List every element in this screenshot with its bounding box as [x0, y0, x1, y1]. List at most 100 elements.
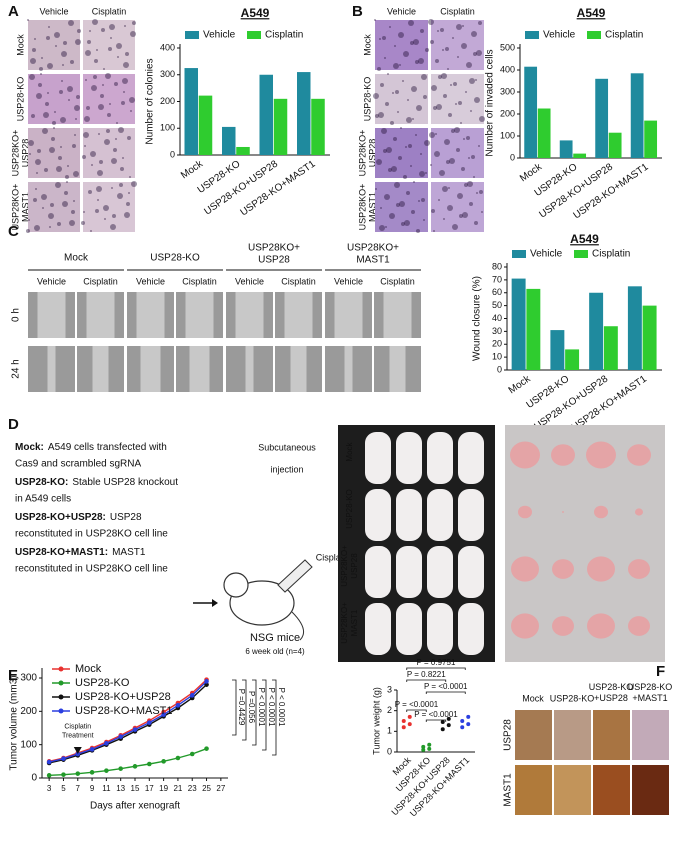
legend-term: Mock: [15, 442, 44, 453]
cell-speck [55, 182, 61, 188]
legend-swatch [512, 250, 526, 258]
cell-speck [447, 68, 449, 70]
cell-speck [399, 201, 405, 207]
point [204, 679, 209, 684]
cell-speck [397, 111, 399, 113]
wound-gap [290, 346, 307, 392]
cell-speck [394, 182, 400, 188]
cell-speck [58, 156, 62, 160]
cell-speck [91, 85, 97, 91]
cell-speck [118, 127, 124, 133]
cell-speck [47, 63, 53, 69]
cell-speck [83, 211, 85, 213]
legend-swatch [525, 31, 539, 39]
point [189, 751, 195, 757]
cell-speck [129, 176, 131, 178]
cell-speck [44, 168, 48, 172]
y-tick-label: 50 [492, 300, 502, 310]
group-label: USP28 [258, 255, 290, 266]
cell-speck [376, 159, 382, 165]
cell-speck [430, 164, 432, 166]
cell-speck [96, 49, 98, 51]
ihc-image [515, 710, 552, 760]
schematic-label: Cisplatin [316, 552, 351, 562]
cell-speck [98, 104, 104, 110]
bar [511, 278, 526, 370]
p-value: P = 0.8221 [407, 670, 446, 679]
row-label: Mock [345, 441, 354, 461]
cell-speck [470, 110, 472, 112]
cell-speck [388, 168, 392, 172]
cell-speck [91, 164, 93, 166]
cell-speck [458, 101, 462, 105]
cell-speck [104, 139, 110, 145]
tumor [551, 444, 575, 466]
wound-gap [37, 292, 66, 338]
cell-speck [100, 94, 104, 98]
bar [524, 66, 538, 158]
dot [407, 722, 412, 727]
row-label: USP28KO+ [10, 184, 20, 231]
y-tick-label: 200 [20, 706, 37, 717]
legend-label: USP28-KO+MAST1 [75, 705, 173, 717]
cell-speck [406, 117, 412, 123]
x-tick-label: 9 [90, 784, 95, 793]
cell-speck [105, 73, 111, 79]
legend-marker [58, 680, 64, 686]
panel-letter: B [352, 3, 363, 20]
cell-speck [448, 113, 452, 117]
wound-gap [284, 292, 313, 338]
cell-speck [374, 19, 376, 21]
y-tick-label: 0 [31, 773, 37, 784]
cell-speck [451, 129, 455, 133]
cell-speck [405, 146, 407, 148]
cell-speck [48, 26, 50, 28]
cell-speck [465, 91, 467, 93]
cell-speck [131, 181, 137, 187]
cell-speck [45, 102, 49, 106]
cell-speck [112, 214, 116, 218]
cell-speck [478, 21, 482, 25]
cell-speck [92, 19, 98, 25]
row-label: MAST1 [20, 192, 30, 222]
cell-speck [437, 30, 439, 32]
bar [608, 132, 622, 158]
cell-speck [67, 165, 69, 167]
cell-speck [63, 41, 67, 45]
cell-speck [41, 57, 43, 59]
y-tick-label: 200 [500, 108, 515, 118]
p-value: P = 0.9751 [417, 658, 456, 667]
chart-title: A549 [577, 6, 606, 20]
cell-speck [473, 52, 477, 56]
cell-speck [114, 82, 118, 86]
cell-speck [466, 136, 470, 140]
cell-speck [419, 171, 425, 177]
bar [236, 146, 250, 155]
y-tick-label: 0 [497, 364, 502, 374]
wound-gap [383, 292, 412, 338]
cell-speck [31, 114, 35, 118]
cell-speck [401, 222, 405, 226]
cell-speck [111, 158, 117, 164]
point [204, 682, 209, 687]
cell-speck [124, 212, 130, 218]
legend-label: USP28-KO [75, 677, 130, 689]
cell-speck [116, 122, 118, 124]
cell-speck [34, 225, 40, 231]
cell-speck [124, 25, 126, 27]
column-label: Vehicle [387, 6, 416, 16]
cell-speck [481, 211, 483, 213]
column-label: +USP28 [594, 693, 628, 703]
cell-speck [392, 92, 394, 94]
cell-speck [471, 31, 477, 37]
cell-speck [441, 73, 447, 79]
tumor [628, 559, 650, 579]
row-label: USP28KO+ [340, 602, 349, 644]
cell-speck [123, 62, 129, 68]
column-label: +MAST1 [632, 693, 667, 703]
cell-speck [447, 205, 453, 211]
panel-letter: D [8, 416, 19, 433]
annotation: Treatment [62, 732, 94, 739]
cell-speck [49, 147, 55, 153]
cell-speck [420, 29, 424, 33]
